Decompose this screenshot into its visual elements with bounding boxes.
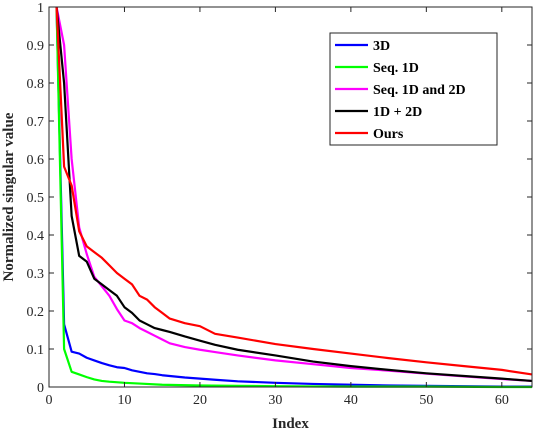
y-tick-label: 0.3 xyxy=(27,267,45,282)
y-tick-label: 1 xyxy=(37,1,44,16)
x-tick-label: 0 xyxy=(46,393,53,408)
legend: 3D Seq. 1D Seq. 1D and 2D 1D + 2D Ours xyxy=(329,32,498,146)
y-tick-label: 0.1 xyxy=(27,343,45,358)
y-tick-label: 0.7 xyxy=(27,115,45,130)
plot-lines xyxy=(55,6,533,389)
x-axis-label: Index xyxy=(272,416,309,432)
x-tick-label: 40 xyxy=(344,393,358,408)
x-tick-label: 30 xyxy=(268,393,282,408)
x-tick-label: 50 xyxy=(419,393,433,408)
y-tick-label: 0.2 xyxy=(27,305,45,320)
y-axis-label: Normalized singular value xyxy=(1,112,17,281)
series-line-1 xyxy=(55,6,532,388)
legend-label: 1D + 2D xyxy=(373,105,422,120)
y-tick-label: 0.8 xyxy=(27,77,45,92)
y-tick-label: 0.9 xyxy=(27,39,45,54)
y-tick-label: 0.5 xyxy=(27,191,45,206)
y-axis-ticks: 0 0.1 0.2 0.3 0.4 0.5 0.6 0.7 0.8 0.9 1 xyxy=(27,1,532,396)
series-line-4 xyxy=(55,6,533,383)
series-line-5 xyxy=(55,6,533,376)
x-axis-ticks: 0 10 20 30 40 50 60 xyxy=(46,7,509,408)
legend-label: Seq. 1D and 2D xyxy=(373,83,466,98)
y-tick-label: 0 xyxy=(37,381,44,396)
legend-label: Seq. 1D xyxy=(373,61,419,76)
x-tick-label: 20 xyxy=(193,393,207,408)
legend-label: Ours xyxy=(373,127,404,142)
legend-label: 3D xyxy=(373,39,390,54)
y-tick-label: 0.4 xyxy=(27,229,45,244)
x-tick-label: 60 xyxy=(495,393,509,408)
x-tick-label: 10 xyxy=(117,393,131,408)
series-line-3 xyxy=(55,6,533,383)
y-tick-label: 0.6 xyxy=(27,153,45,168)
